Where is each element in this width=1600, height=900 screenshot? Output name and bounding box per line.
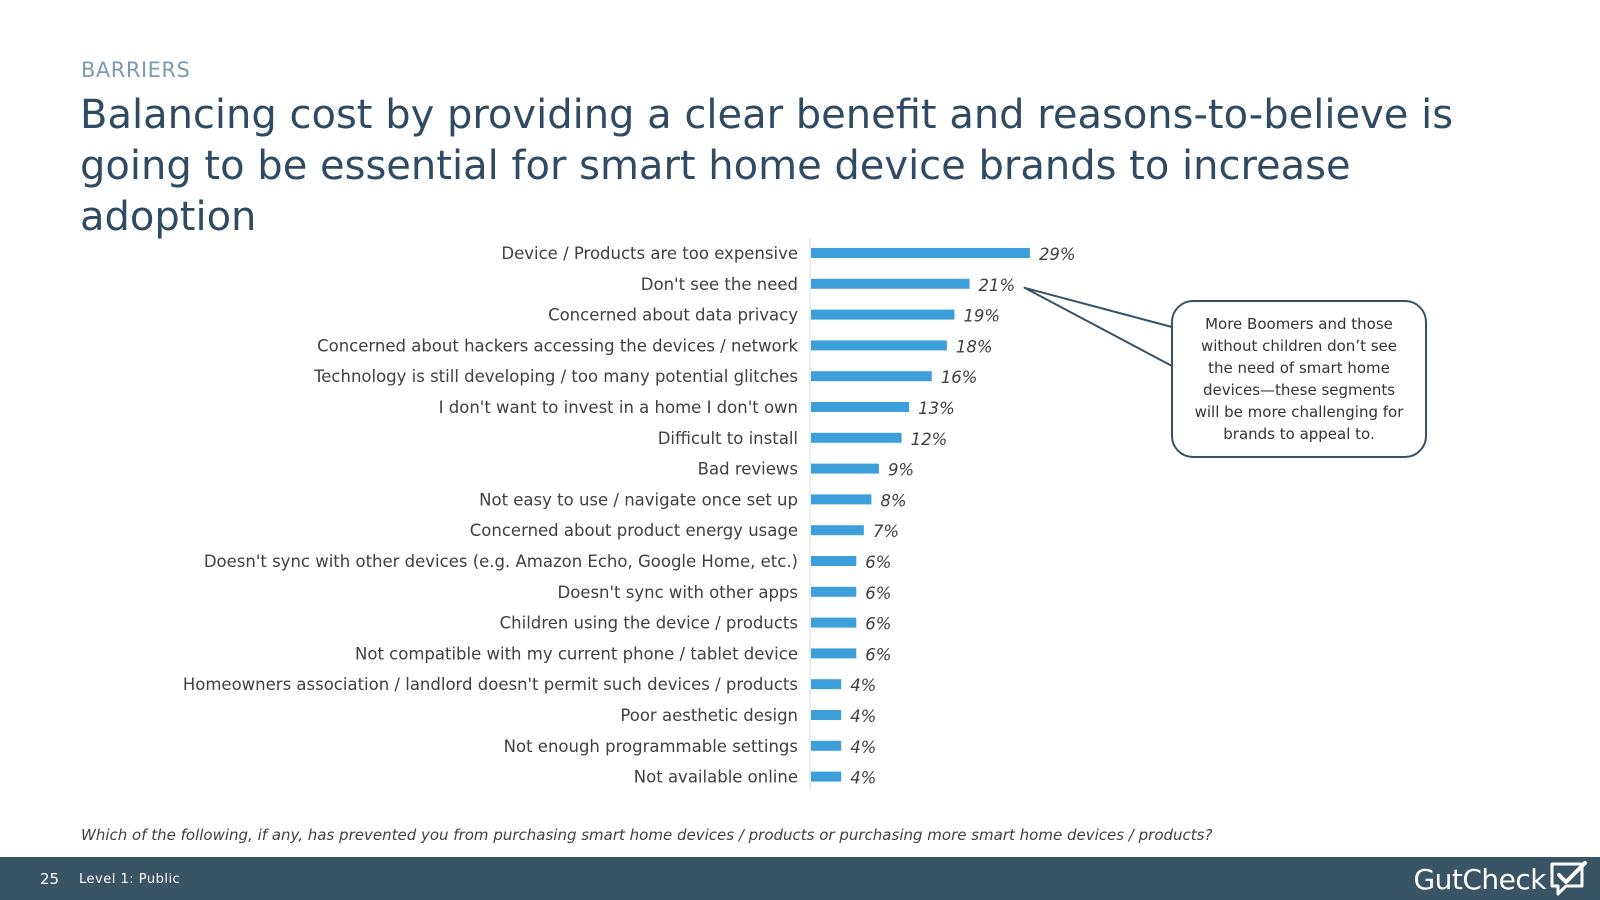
- data-label: 19%: [963, 307, 1000, 326]
- category-label: Don't see the need: [641, 275, 798, 294]
- category-label: Not available online: [634, 768, 798, 787]
- bar: [811, 432, 902, 443]
- data-label: 29%: [1039, 245, 1076, 264]
- classification-label: Level 1: Public: [79, 872, 181, 887]
- gutcheck-logo: GutCheck: [1413, 861, 1588, 897]
- category-label: Not compatible with my current phone / t…: [355, 644, 798, 663]
- bar: [811, 586, 857, 597]
- category-label: I don't want to invest in a home I don't…: [439, 398, 798, 417]
- bar: [811, 278, 970, 289]
- data-label: 7%: [873, 522, 899, 541]
- category-label: Children using the device / products: [500, 614, 798, 633]
- data-label: 6%: [865, 645, 891, 664]
- bar: [811, 679, 842, 690]
- category-label: Device / Products are too expensive: [501, 244, 798, 263]
- callout-box: More Boomers and those without children …: [1171, 300, 1427, 458]
- data-label: 4%: [850, 676, 876, 695]
- page-title: Balancing cost by providing a clear bene…: [80, 92, 1454, 240]
- bar: [811, 740, 842, 751]
- callout-tail: [1023, 286, 1173, 367]
- data-label: 6%: [865, 553, 891, 572]
- category-label: Doesn't sync with other apps: [558, 583, 799, 602]
- category-label: Homeowners association / landlord doesn'…: [183, 675, 798, 694]
- bar: [811, 371, 932, 382]
- category-label: Doesn't sync with other devices (e.g. Am…: [204, 552, 798, 571]
- category-label: Not easy to use / navigate once set up: [479, 490, 798, 509]
- data-label: 16%: [941, 368, 978, 387]
- logo-text: GutCheck: [1413, 862, 1546, 896]
- bar: [811, 309, 955, 320]
- survey-question: Which of the following, if any, has prev…: [81, 826, 1213, 844]
- data-label: 8%: [880, 491, 906, 510]
- bar: [811, 248, 1030, 258]
- data-label: 6%: [865, 584, 891, 603]
- bar: [811, 771, 842, 782]
- callout-text: More Boomers and those without children …: [1194, 315, 1404, 443]
- bar: [811, 710, 842, 720]
- bar: [811, 340, 947, 351]
- data-label: 9%: [888, 461, 914, 480]
- callout-pointer: [1023, 286, 1173, 367]
- data-label: 4%: [850, 707, 876, 726]
- data-label: 12%: [911, 430, 948, 449]
- data-label: 4%: [850, 769, 876, 788]
- category-label: Bad reviews: [698, 460, 798, 479]
- bar: [811, 402, 910, 412]
- category-label: Concerned about product energy usage: [470, 521, 798, 540]
- category-label: Poor aesthetic design: [620, 706, 798, 725]
- category-label: Technology is still developing / too man…: [313, 367, 798, 386]
- data-label: 21%: [979, 276, 1016, 295]
- bar: [811, 494, 872, 505]
- data-label: 18%: [956, 337, 993, 356]
- section-label: BARRIERS: [81, 58, 191, 82]
- footer-bar: 25 Level 1: Public GutCheck: [0, 857, 1600, 900]
- category-label: Concerned about hackers accessing the de…: [317, 336, 798, 355]
- category-label: Concerned about data privacy: [548, 306, 798, 325]
- data-label: 6%: [865, 615, 891, 634]
- data-label: 13%: [918, 399, 955, 418]
- page-number: 25: [40, 870, 60, 888]
- category-label: Not enough programmable settings: [504, 737, 798, 756]
- bar: [811, 463, 879, 474]
- bar: [811, 617, 857, 628]
- bar: [811, 556, 857, 566]
- data-label: 4%: [850, 738, 876, 757]
- category-label: Difficult to install: [658, 429, 798, 448]
- bar: [811, 525, 864, 536]
- bar: [811, 648, 857, 659]
- speech-bubble-check-icon: [1550, 861, 1587, 896]
